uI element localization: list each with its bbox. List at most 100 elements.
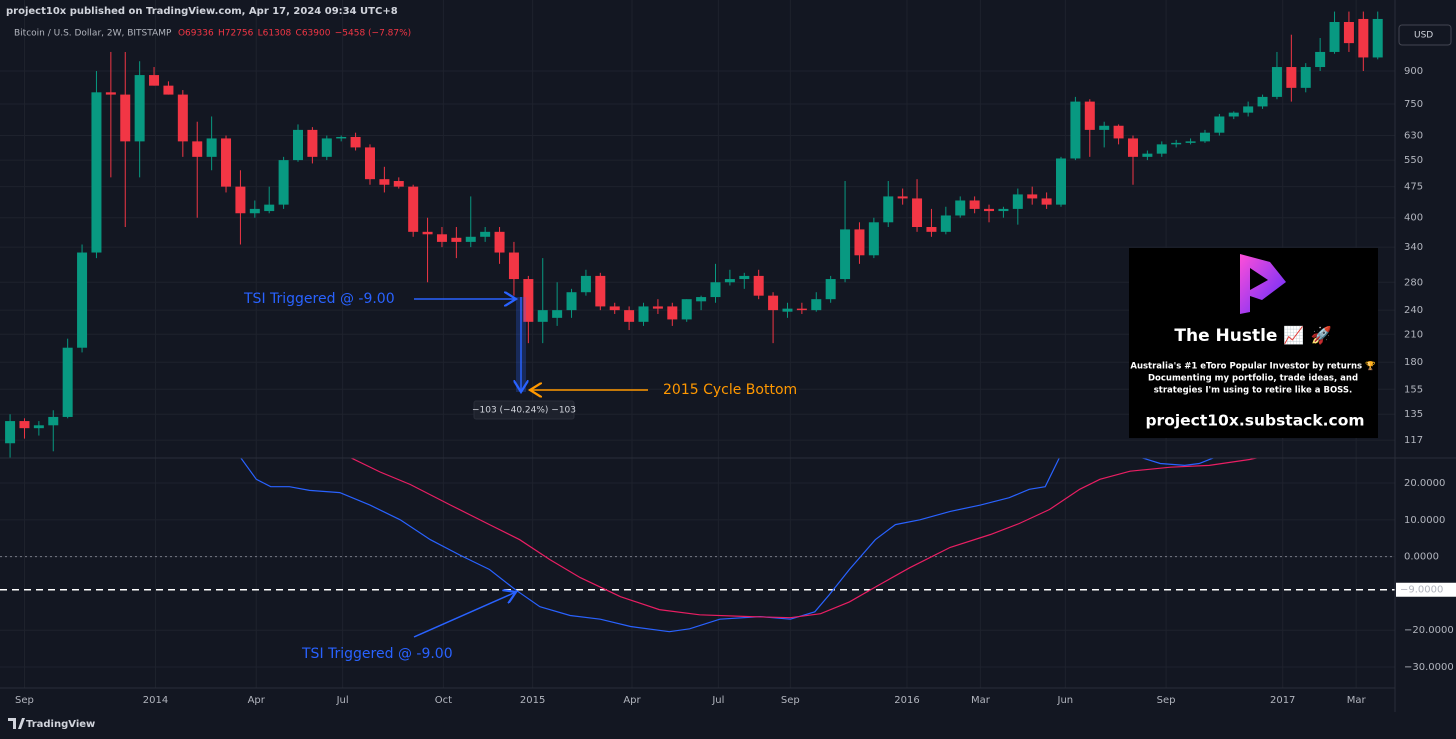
- candle-body: [177, 94, 188, 142]
- candle-body: [221, 138, 232, 187]
- candle-body: [753, 275, 764, 296]
- symbol: Bitcoin / U.S. Dollar, 2W, BITSTAMP: [14, 29, 172, 39]
- x-tick-label: Jul: [336, 695, 349, 706]
- indicator-grid: [0, 458, 1395, 688]
- candle-body: [364, 147, 375, 180]
- candle-body: [1358, 18, 1369, 58]
- y-tick-label: 900: [1404, 66, 1423, 77]
- candle-body: [62, 347, 73, 417]
- candle-body: [580, 275, 591, 293]
- x-tick-label: Jun: [1057, 695, 1074, 706]
- candle-body: [1142, 153, 1153, 157]
- promo-line: Australia's #1 eToro Popular Investor by…: [1130, 361, 1376, 372]
- candle-body: [1084, 101, 1095, 130]
- promo-logo-cut: [1250, 268, 1268, 290]
- x-tick-label: 2014: [143, 695, 168, 706]
- currency: USD: [1414, 31, 1433, 41]
- ohlc-value: O69336: [178, 29, 214, 39]
- candle-body: [1315, 51, 1326, 68]
- y-tick-label: 240: [1404, 305, 1423, 316]
- y-tick-label: −9.0000: [1400, 585, 1443, 596]
- candle-body: [724, 279, 735, 283]
- ohlc-value: −5458 (−7.87%): [335, 29, 411, 39]
- candle-body: [984, 208, 995, 212]
- y-tick-label: 280: [1404, 277, 1423, 288]
- y-tick-label: 10.0000: [1404, 515, 1445, 526]
- y-tick-label: −30.0000: [1404, 662, 1454, 673]
- annotation: 2015 Cycle Bottom: [663, 382, 797, 398]
- candle-body: [1171, 142, 1182, 145]
- candle-body: [393, 181, 404, 187]
- y-tick-label: 20.0000: [1404, 478, 1445, 489]
- candle-body: [1271, 67, 1282, 97]
- candle-body: [494, 231, 505, 253]
- candle-body: [523, 279, 534, 322]
- candle-body: [566, 292, 577, 311]
- x-tick-label: 2017: [1270, 695, 1295, 706]
- y-tick-label: 340: [1404, 242, 1423, 253]
- candle-body: [1156, 144, 1167, 154]
- candle-body: [508, 252, 519, 280]
- candle-body: [1214, 116, 1225, 133]
- candle-body: [897, 196, 908, 199]
- candle-body: [1343, 22, 1354, 44]
- candle-body: [1329, 22, 1340, 52]
- candle-body: [192, 141, 203, 157]
- candle-body: [5, 421, 16, 444]
- annotation: TSI Triggered @ -9.00: [301, 646, 453, 662]
- candle-body: [249, 208, 260, 214]
- candle-body: [1372, 18, 1383, 58]
- measure-label: −103 (−40.24%) −103: [472, 406, 576, 416]
- promo-line: Documenting my portfolio, trade ideas, a…: [1148, 374, 1358, 384]
- y-tick-label: −20.0000: [1404, 625, 1454, 636]
- ohlc-value: C63900: [296, 29, 331, 39]
- y-tick-label: 550: [1404, 155, 1423, 166]
- annotation: TSI Triggered @ -9.00: [243, 291, 395, 307]
- candle-body: [868, 222, 879, 256]
- promo-url: project10x.substack.com: [1145, 412, 1364, 430]
- publisher: project10x published on TradingView.com,…: [6, 6, 398, 17]
- y-tick-label: 750: [1404, 99, 1423, 110]
- candle-body: [307, 129, 318, 157]
- candle-body: [422, 231, 433, 235]
- candle-body: [1300, 67, 1311, 88]
- candle-body: [840, 229, 851, 280]
- footer: [0, 712, 1456, 739]
- candle-body: [1070, 101, 1081, 159]
- candle-body: [163, 85, 174, 95]
- candles: [5, 11, 1383, 458]
- candle-body: [652, 306, 663, 309]
- indicator-line: [240, 458, 1215, 633]
- candle-body: [278, 160, 289, 205]
- tv-logo: [8, 718, 25, 729]
- x-tick-label: Apr: [248, 695, 266, 706]
- candle-body: [1027, 194, 1038, 199]
- candle-body: [537, 310, 548, 322]
- y-tick-label: 630: [1404, 131, 1423, 142]
- annotation-arrow: [413, 592, 516, 638]
- y-tick-label: 400: [1404, 213, 1423, 224]
- candle-body: [595, 275, 606, 307]
- indicator-line: [349, 458, 1260, 619]
- candle-body: [940, 215, 951, 232]
- candle-body: [1199, 132, 1210, 142]
- candle-body: [638, 306, 649, 322]
- candle-body: [768, 295, 779, 311]
- axes: Sep 2014 Apr Jul Oct 2015 Apr Jul Sep 2016 Mar Jun S…: [15, 66, 1456, 706]
- x-tick-label: Sep: [781, 695, 800, 706]
- y-tick-label: 475: [1404, 182, 1423, 193]
- x-tick-label: 2016: [894, 695, 919, 706]
- candle-body: [825, 279, 836, 300]
- candle-body: [811, 299, 822, 311]
- candle-body: [667, 306, 678, 320]
- y-tick-label: 135: [1404, 409, 1423, 420]
- candle-body: [1228, 112, 1239, 117]
- footer-brand: TradingView: [26, 719, 95, 730]
- candle-body: [480, 231, 491, 237]
- candle-body: [552, 310, 563, 318]
- candle-body: [1127, 138, 1138, 157]
- candle-body: [1257, 96, 1268, 107]
- y-tick-label: 180: [1404, 357, 1423, 368]
- candle-body: [998, 208, 1009, 212]
